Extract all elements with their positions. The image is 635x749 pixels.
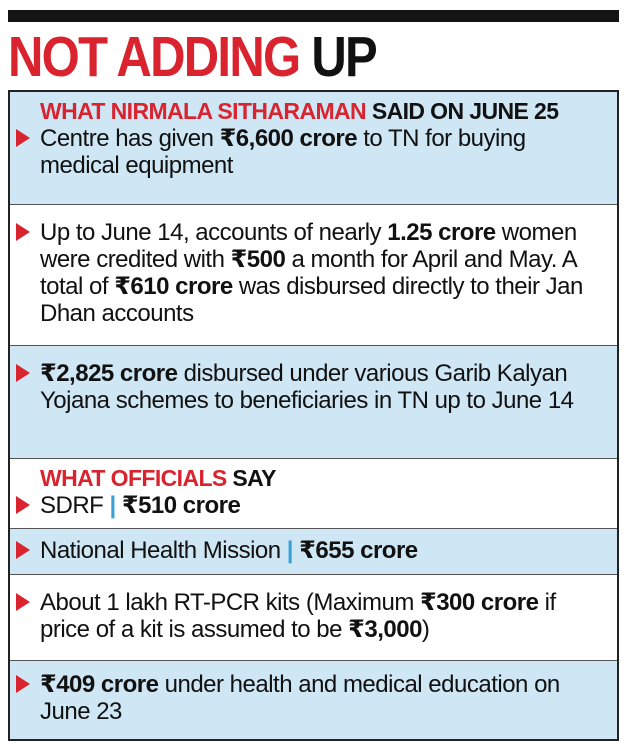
item-bold: ₹510 crore	[115, 492, 241, 519]
list-item: Centre has given ₹6,600 crore to TN for …	[16, 125, 607, 179]
item-text: was disbursed directly to their Jan Dhan…	[40, 273, 583, 327]
facts-box: WHAT NIRMALA SITHARAMAN SAID ON JUNE 25 …	[8, 90, 619, 741]
section2-title: WHAT OFFICIALS SAY	[40, 465, 607, 492]
item-text: under health and medical education on Ju…	[40, 671, 560, 725]
item-bold: ₹610 crore	[114, 273, 233, 300]
arrow-icon	[16, 496, 30, 514]
headline: NOT ADDING UP	[8, 25, 378, 89]
list-item: ₹409 crore under health and medical educ…	[16, 671, 607, 725]
item-text: if price of a kit is assumed to be	[40, 589, 556, 643]
list-item: National Health Mission | ₹655 crore	[16, 537, 607, 564]
item-text: )	[421, 616, 430, 643]
top-rule	[8, 10, 619, 22]
section1-item3: ₹2,825 crore disbursed under various Gar…	[10, 346, 617, 459]
section1-title-black: SAID ON JUNE 25	[366, 98, 559, 124]
section2-item3: About 1 lakh RT-PCR kits (Maximum ₹300 c…	[10, 575, 617, 661]
arrow-icon	[16, 223, 30, 241]
list-item: Up to June 14, accounts of nearly 1.25 c…	[16, 219, 607, 327]
item-bold: 1.25 crore	[387, 219, 496, 246]
item-bold: ₹500	[230, 246, 286, 273]
item-text: Centre has given	[40, 125, 220, 152]
arrow-icon	[16, 675, 30, 693]
pipe-separator: |	[109, 492, 117, 519]
item-bold: ₹655 crore	[293, 537, 418, 564]
list-item: About 1 lakh RT-PCR kits (Maximum ₹300 c…	[16, 589, 607, 643]
section2-title-red: WHAT OFFICIALS	[40, 465, 227, 491]
pipe-separator: |	[286, 537, 294, 564]
section2-item2: National Health Mission | ₹655 crore	[10, 529, 617, 575]
item-bold: ₹409 crore	[40, 671, 159, 698]
item-text: disbursed under various Garib Kalyan Yoj…	[40, 360, 574, 414]
item-text: to TN for buying medical equipment	[40, 125, 526, 179]
arrow-icon	[16, 593, 30, 611]
section1-block: WHAT NIRMALA SITHARAMAN SAID ON JUNE 25 …	[10, 92, 617, 205]
item-text: SDRF	[40, 492, 110, 519]
headline-red: NOT ADDING	[8, 25, 312, 89]
section1-title-red: WHAT NIRMALA SITHARAMAN	[40, 98, 367, 124]
section1-item2: Up to June 14, accounts of nearly 1.25 c…	[10, 205, 617, 346]
item-bold: ₹6,600 crore	[219, 125, 358, 152]
item-bold: ₹3,000	[348, 616, 422, 643]
item-bold: ₹2,825 crore	[40, 360, 178, 387]
item-text: women were credited with	[40, 219, 577, 273]
item-bold: ₹300 crore	[420, 589, 539, 616]
arrow-icon	[16, 364, 30, 382]
arrow-icon	[16, 541, 30, 559]
item-text: National Health Mission	[40, 537, 287, 564]
section2-title-black: SAY	[226, 465, 276, 491]
item-text: a month for April and May. A total of	[40, 246, 576, 300]
section1-title: WHAT NIRMALA SITHARAMAN SAID ON JUNE 25	[40, 98, 607, 125]
section2-item4: ₹409 crore under health and medical educ…	[10, 661, 617, 739]
item-text: Up to June 14, accounts of nearly	[40, 219, 388, 246]
section2-block: WHAT OFFICIALS SAY SDRF | ₹510 crore	[10, 459, 617, 529]
list-item: ₹2,825 crore disbursed under various Gar…	[16, 360, 607, 414]
headline-black: UP	[311, 25, 377, 89]
item-text: About 1 lakh RT-PCR kits (Maximum	[40, 589, 420, 616]
arrow-icon	[16, 129, 30, 147]
list-item: SDRF | ₹510 crore	[16, 492, 607, 519]
